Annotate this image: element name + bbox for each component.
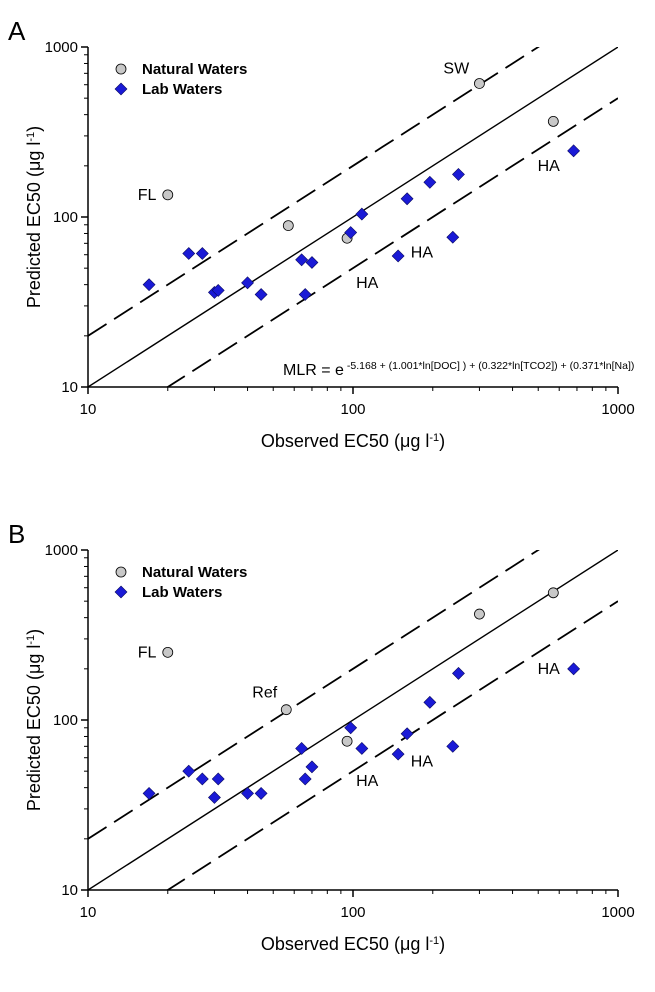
y-tick-label: 1000 bbox=[45, 39, 78, 56]
data-point-natural-water bbox=[282, 220, 294, 232]
x-axis-label: Observed EC50 (μg l-1) bbox=[261, 431, 445, 451]
data-point-lab-water bbox=[423, 695, 437, 709]
data-point-lab-water bbox=[344, 721, 358, 735]
data-point-lab-water bbox=[211, 772, 225, 786]
data-point-lab-water bbox=[298, 772, 312, 786]
point-annotation: HA bbox=[538, 158, 561, 175]
data-point-lab-water bbox=[195, 247, 209, 260]
data-point-lab-water bbox=[241, 276, 254, 290]
data-point-natural-water bbox=[341, 735, 353, 747]
x-tick-label: 10 bbox=[80, 904, 97, 921]
data-point-natural-water bbox=[162, 189, 174, 201]
data-point-lab-water bbox=[182, 764, 196, 778]
data-point-natural-water bbox=[280, 704, 292, 716]
x-tick-label: 1000 bbox=[601, 401, 634, 418]
upper-bound-line bbox=[88, 47, 540, 337]
point-annotation: Ref bbox=[252, 685, 277, 702]
data-point-lab-water bbox=[211, 283, 225, 297]
legend-marker-circle bbox=[115, 63, 127, 75]
data-point-lab-water bbox=[567, 662, 581, 676]
data-point-lab-water bbox=[567, 144, 581, 158]
y-tick-label: 1000 bbox=[45, 542, 78, 559]
data-point-lab-water bbox=[391, 747, 405, 761]
point-annotation: HA bbox=[538, 661, 561, 678]
panel-label: A bbox=[8, 16, 26, 46]
chart-panel-a: A 10 100 1000 10 100 1000 Observed EC50 (μg l-1… bbox=[8, 16, 635, 451]
y-tick-label: 10 bbox=[61, 379, 78, 396]
data-point-lab-water bbox=[142, 786, 156, 800]
point-annotation: FL bbox=[138, 187, 157, 204]
data-point-lab-water bbox=[298, 288, 312, 301]
plot-area bbox=[88, 550, 618, 890]
data-point-lab-water bbox=[241, 786, 254, 800]
x-tick-label: 10 bbox=[80, 401, 97, 418]
y-tick-label: 100 bbox=[53, 712, 78, 729]
point-annotation: SW bbox=[443, 60, 470, 77]
legend-label: Natural Waters bbox=[142, 61, 247, 78]
series-lab-waters bbox=[142, 144, 581, 301]
y-axis-label: Predicted EC50 (μg l-1) bbox=[24, 126, 44, 308]
data-point-lab-water bbox=[355, 207, 369, 221]
regression-equation: MLR = e -5.168 + (1.001*ln[DOC] ) + (0.32… bbox=[283, 360, 634, 379]
chart-panel-b: B 10 100 1000 10 100 1000 Observed EC50 (μg l-1… bbox=[8, 519, 635, 954]
panel-label: B bbox=[8, 519, 25, 549]
data-point-lab-water bbox=[142, 278, 156, 292]
series-lab-waters bbox=[142, 662, 581, 804]
point-annotation: FL bbox=[138, 644, 157, 661]
x-axis-label: Observed EC50 (μg l-1) bbox=[261, 934, 445, 954]
legend-label: Lab Waters bbox=[142, 81, 222, 98]
point-annotation: HA bbox=[356, 773, 379, 790]
y-tick-label: 100 bbox=[53, 209, 78, 226]
data-point-lab-water bbox=[208, 791, 221, 804]
data-point-lab-water bbox=[423, 175, 437, 189]
point-annotation: HA bbox=[411, 753, 434, 770]
data-point-lab-water bbox=[254, 288, 268, 301]
data-point-natural-water bbox=[162, 646, 174, 658]
data-point-lab-water bbox=[400, 192, 414, 206]
data-point-lab-water bbox=[452, 666, 465, 680]
y-axis-label: Predicted EC50 (μg l-1) bbox=[24, 629, 44, 811]
data-point-lab-water bbox=[452, 168, 465, 181]
legend: Natural Waters Lab Waters bbox=[114, 61, 247, 98]
data-point-natural-water bbox=[547, 116, 559, 127]
data-point-lab-water bbox=[305, 256, 319, 269]
legend-marker-diamond bbox=[114, 82, 128, 96]
data-point-natural-water bbox=[547, 587, 559, 599]
point-annotation: HA bbox=[411, 244, 434, 261]
data-point-lab-water bbox=[254, 786, 268, 800]
data-point-lab-water bbox=[391, 249, 405, 263]
series-natural-waters bbox=[162, 587, 559, 747]
one-to-one-line bbox=[88, 550, 618, 890]
y-tick-label: 10 bbox=[61, 882, 78, 899]
data-point-natural-water bbox=[474, 78, 485, 89]
data-point-lab-water bbox=[305, 760, 319, 774]
lower-bound-line bbox=[166, 600, 618, 890]
legend-label: Natural Waters bbox=[142, 564, 247, 581]
data-point-lab-water bbox=[446, 739, 460, 753]
x-tick-label: 100 bbox=[340, 904, 365, 921]
one-to-one-line bbox=[88, 47, 618, 387]
legend: Natural Waters Lab Waters bbox=[114, 564, 247, 601]
upper-bound-line bbox=[88, 550, 540, 840]
data-point-lab-water bbox=[195, 772, 209, 786]
point-annotation: HA bbox=[356, 275, 379, 292]
data-point-lab-water bbox=[295, 742, 309, 755]
legend-marker-diamond bbox=[114, 585, 128, 599]
lower-bound-line bbox=[166, 97, 618, 387]
legend-label: Lab Waters bbox=[142, 584, 222, 601]
plot-area bbox=[88, 47, 618, 387]
data-point-lab-water bbox=[355, 742, 369, 755]
data-point-natural-water bbox=[474, 608, 485, 620]
data-point-lab-water bbox=[446, 230, 460, 244]
x-tick-label: 1000 bbox=[601, 904, 634, 921]
data-point-lab-water bbox=[182, 247, 196, 260]
legend-marker-circle bbox=[115, 566, 127, 578]
x-tick-label: 100 bbox=[340, 401, 365, 418]
data-point-lab-water bbox=[344, 226, 358, 239]
data-point-lab-water bbox=[295, 253, 309, 267]
data-point-lab-water bbox=[400, 727, 414, 741]
